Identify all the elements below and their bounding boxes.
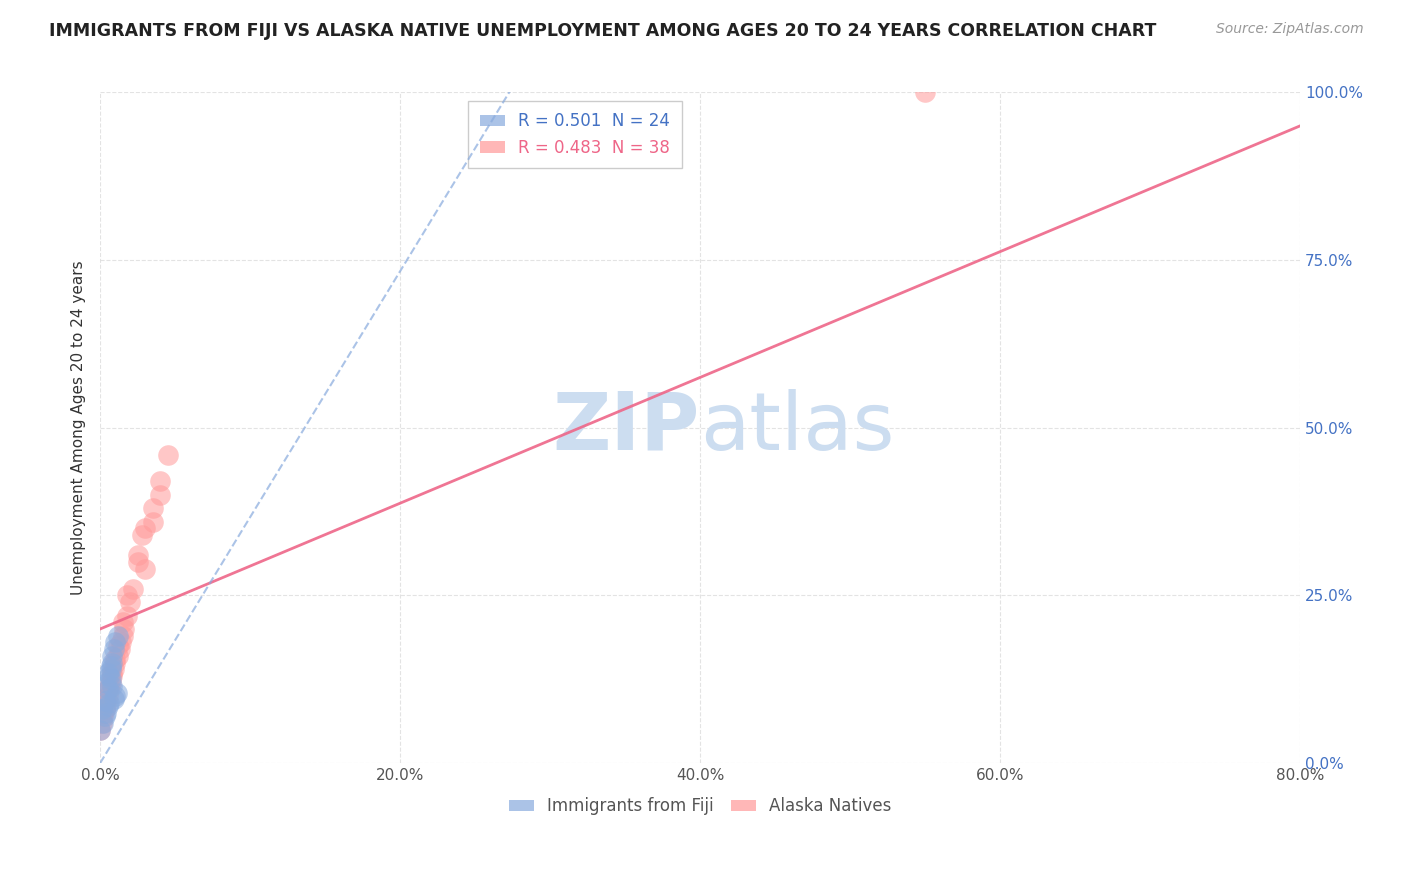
Point [134,561,156,575]
Y-axis label: Unemployment Among Ages 20 to 24 years: Unemployment Among Ages 20 to 24 years [72,260,86,595]
Point [103,662,125,676]
Point [101,679,124,693]
Point [104,652,127,666]
Point [120,595,142,609]
Point [94,675,117,690]
Point [103,642,125,657]
Point [90,702,112,716]
Point [100,658,122,673]
Point [149,488,172,502]
Point [97,682,120,697]
Point [149,475,172,489]
Point [107,629,129,643]
Point [101,665,124,680]
Point [111,615,134,630]
Point [142,515,165,529]
Point [127,548,149,562]
Point [134,521,156,535]
Point [91,715,114,730]
Point [94,696,117,710]
Point [101,648,124,663]
Point [107,639,129,653]
Point [107,648,129,663]
Point [115,589,138,603]
Point [97,689,120,703]
Point [91,709,114,723]
Point [156,448,179,462]
Point [115,608,138,623]
Point [97,665,120,680]
Point [104,656,127,670]
Point [90,715,112,730]
Point [142,501,165,516]
Text: IMMIGRANTS FROM FIJI VS ALASKA NATIVE UNEMPLOYMENT AMONG AGES 20 TO 24 YEARS COR: IMMIGRANTS FROM FIJI VS ALASKA NATIVE UN… [49,22,1157,40]
Point [100,675,122,690]
Point [101,669,124,683]
Point [104,689,127,703]
Point [108,642,131,657]
Point [101,656,124,670]
Point [91,706,114,720]
Point [89,723,111,737]
Point [98,682,121,697]
Point [103,692,125,706]
Point [94,692,117,706]
Point [93,694,115,708]
Point [98,696,121,710]
Point [98,669,121,683]
Point [127,555,149,569]
Point [93,709,115,723]
Point [104,635,127,649]
Point [98,679,121,693]
Point [89,723,111,737]
Point [122,582,145,596]
Text: atlas: atlas [700,389,894,467]
Legend: Immigrants from Fiji, Alaska Natives: Immigrants from Fiji, Alaska Natives [502,790,898,822]
Point [131,528,153,542]
Point [110,635,132,649]
Point [105,686,128,700]
Point [100,662,122,676]
Point [914,86,936,100]
Text: Source: ZipAtlas.com: Source: ZipAtlas.com [1216,22,1364,37]
Point [93,702,115,716]
Point [100,673,122,687]
Point [97,699,120,714]
Text: ZIP: ZIP [553,389,700,467]
Point [111,629,134,643]
Point [94,706,117,720]
Point [112,622,135,636]
